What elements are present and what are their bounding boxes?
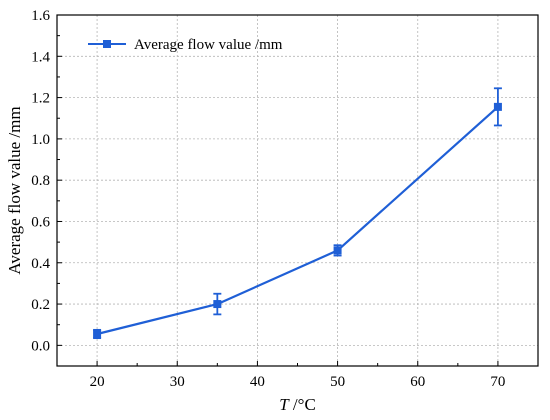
x-tick-label: 60 [410,374,425,390]
y-axis-tick-labels: 0.0 0.2 0.4 0.6 0.8 1.0 1.2 1.4 1.6 [31,8,50,354]
x-tick-label: 20 [90,374,105,390]
series-line [96,106,499,336]
data-point-marker [333,246,342,255]
x-axis-title-unit: /°C [289,395,316,414]
y-tick-label: 1.4 [31,49,50,65]
legend: Average flow value /mm [88,37,283,53]
data-point-marker [493,102,502,111]
legend-marker-swatch [103,40,111,48]
y-axis-title: Average flow value /mm [5,106,24,274]
y-tick-label: 0.8 [31,173,50,189]
axis-ticks [57,14,499,366]
x-axis-title-symbol: T [279,395,290,414]
y-tick-label: 0.6 [31,214,50,230]
x-tick-label: 50 [330,374,345,390]
x-tick-label: 30 [170,374,185,390]
y-tick-label: 1.0 [31,132,50,148]
legend-label: Average flow value /mm [134,37,283,53]
series-layer [93,87,502,340]
data-point-marker [213,300,222,309]
x-axis-title: T /°C [279,395,316,414]
x-axis-tick-labels: 20 30 40 50 60 70 [90,374,506,390]
y-tick-label: 0.2 [31,297,50,313]
grid [57,14,538,366]
plot-frame [56,14,539,367]
y-tick-label: 0.4 [31,256,50,272]
y-tick-label: 0.0 [31,338,50,354]
y-tick-label: 1.2 [31,91,50,107]
x-tick-label: 70 [490,374,505,390]
x-tick-label: 40 [250,374,265,390]
data-point-marker [93,329,102,338]
y-tick-label: 1.6 [31,8,50,24]
